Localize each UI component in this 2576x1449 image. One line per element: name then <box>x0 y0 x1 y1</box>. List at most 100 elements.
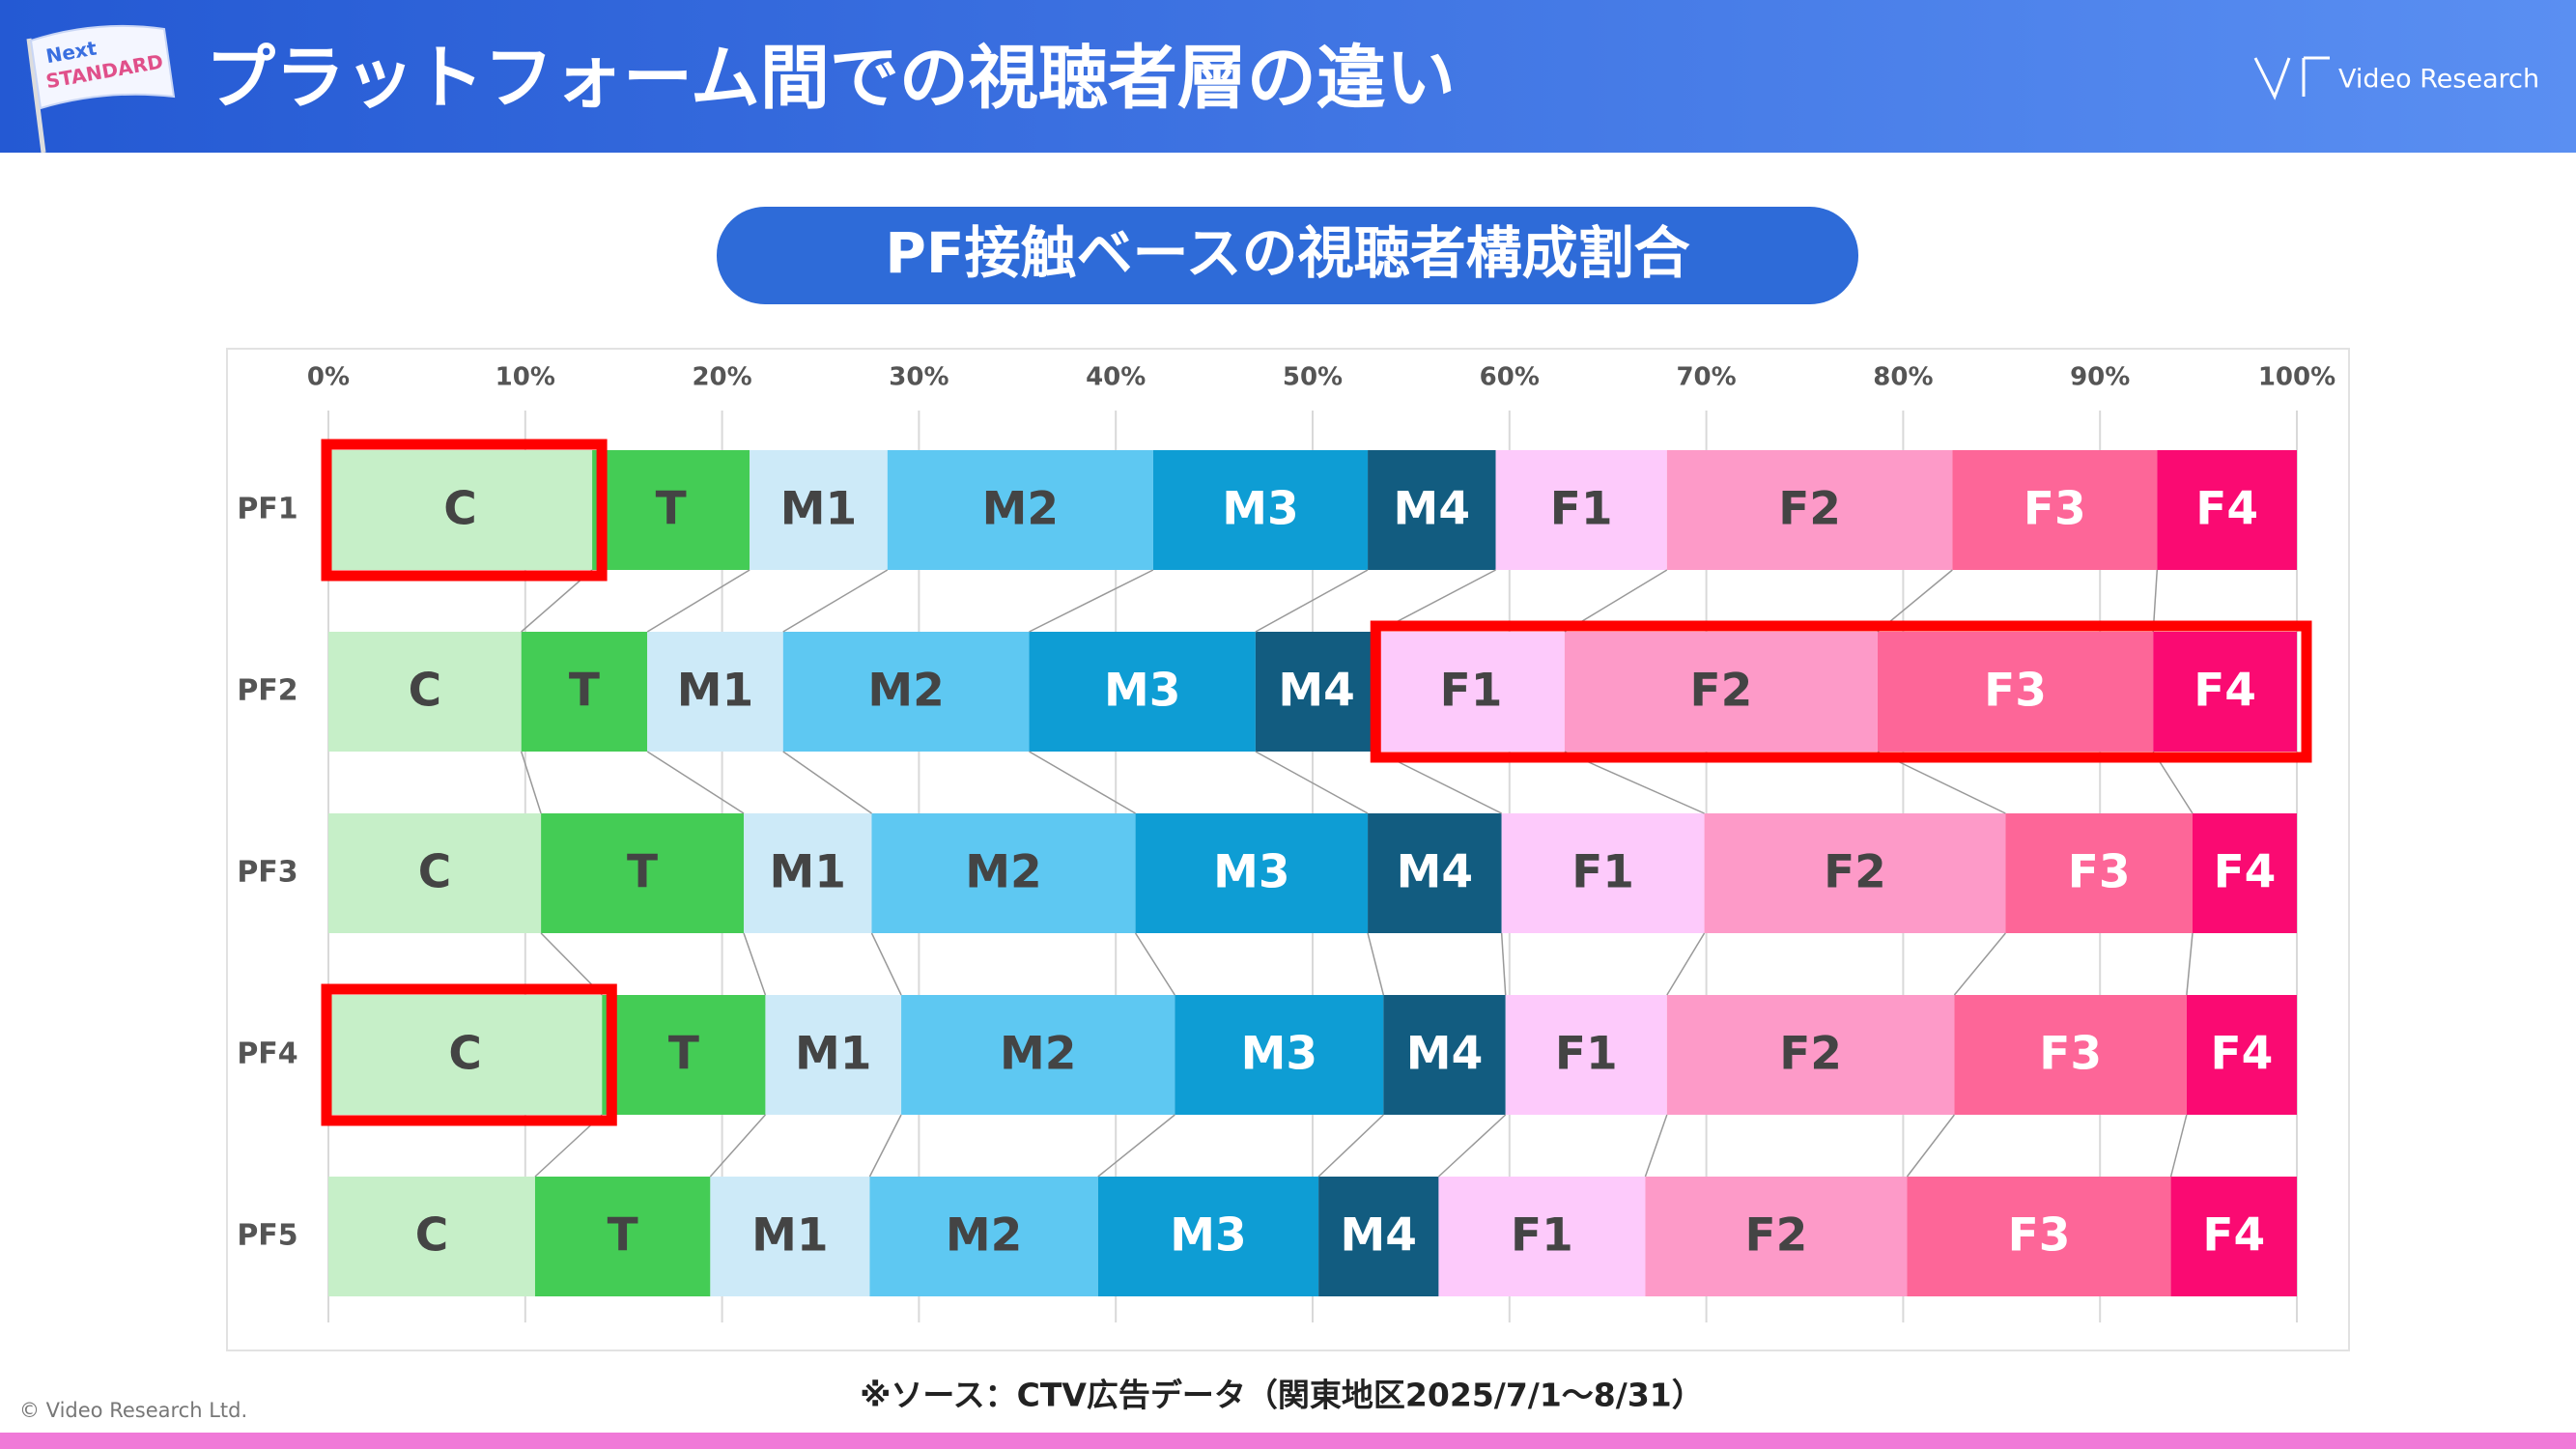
segment-label: F1 <box>1550 483 1613 536</box>
bar-segment <box>1097 1177 1319 1296</box>
bar-segment <box>1907 1177 2171 1296</box>
x-tick-label: 70% <box>1676 363 1736 392</box>
bar-segment <box>328 813 542 933</box>
bar-segment <box>1704 813 2006 933</box>
bar-segment <box>1666 450 1953 570</box>
connector-line <box>1317 1114 1384 1178</box>
bar-segment <box>1383 995 1506 1115</box>
connector-line <box>2169 1114 2188 1178</box>
bar-segment <box>647 632 783 752</box>
footer-bar <box>0 1433 2576 1449</box>
category-label: PF4 <box>237 1037 297 1071</box>
segment-label: C <box>418 846 452 899</box>
bar-segment <box>328 1177 535 1296</box>
connector-line <box>1134 932 1175 996</box>
segment-label: T <box>569 665 600 718</box>
logo-text: Video Research <box>2338 65 2539 95</box>
connector-line <box>782 569 889 633</box>
bar-segment <box>1954 995 2187 1115</box>
bar-segment <box>328 632 522 752</box>
bar-segment <box>534 1177 711 1296</box>
bar-segment <box>592 450 750 570</box>
segment-label: C <box>448 1028 482 1081</box>
bar-segment <box>744 813 872 933</box>
connector-line <box>870 932 902 996</box>
segment-label: M4 <box>1397 846 1473 899</box>
chart-title: PF接触ベースの視聴者構成割合 <box>885 220 1689 286</box>
segment-label: F3 <box>2008 1209 2071 1263</box>
bar-segment <box>2170 1177 2297 1296</box>
segment-label: F4 <box>2211 1028 2274 1081</box>
segment-label: F4 <box>2202 1209 2265 1263</box>
segment-label: M3 <box>1222 483 1298 536</box>
segment-label: F4 <box>2194 665 2256 718</box>
x-tick-label: 0% <box>307 363 350 392</box>
segment-label: M4 <box>1406 1028 1483 1081</box>
bar-segment <box>1135 813 1369 933</box>
bar-segment <box>2157 450 2297 570</box>
segment-label: F3 <box>2039 1028 2102 1081</box>
segment-label: C <box>415 1209 449 1263</box>
x-tick-label: 10% <box>495 363 555 392</box>
segment-label: F1 <box>1555 1028 1618 1081</box>
flag-logo: Next STANDARD <box>26 24 176 154</box>
bar-segment <box>1495 450 1667 570</box>
segment-label: F2 <box>1745 1209 1808 1263</box>
bar-segment <box>1368 813 1502 933</box>
segment-label: F3 <box>1984 665 2047 718</box>
bar-segment <box>1645 1177 1908 1296</box>
connector-line <box>646 751 745 814</box>
segment-label: M2 <box>1000 1028 1076 1081</box>
page-title: プラットフォーム間での視聴者層の違い <box>206 38 1456 119</box>
chart-title-pill <box>717 207 1858 304</box>
category-label: PF1 <box>237 493 297 526</box>
bar-segment <box>2192 813 2297 933</box>
segment-label: F2 <box>1779 1028 1842 1081</box>
segment-label: M4 <box>1341 1209 1417 1263</box>
bar-segment <box>1564 632 1878 752</box>
segment-label: M4 <box>1394 483 1470 536</box>
connector-line <box>1255 569 1369 633</box>
bar-segment <box>782 632 1030 752</box>
segment-label: F3 <box>2068 846 2131 899</box>
bar-segment <box>2005 813 2193 933</box>
segment-label: M2 <box>946 1209 1022 1263</box>
segment-label: C <box>443 483 477 536</box>
bar-segment <box>1318 1177 1439 1296</box>
segment-label: T <box>656 483 687 536</box>
bar-segment <box>2186 995 2297 1115</box>
segment-label: C <box>409 665 442 718</box>
segment-label: M1 <box>770 846 846 899</box>
connector-line <box>1500 932 1507 996</box>
segment-label: T <box>627 846 658 899</box>
x-tick-label: 100% <box>2258 363 2335 392</box>
connector-line <box>1666 932 1706 996</box>
bar-segment <box>1175 995 1384 1115</box>
connector-line <box>868 1114 902 1178</box>
bar-segment <box>1438 1177 1646 1296</box>
bar-segment <box>887 450 1153 570</box>
connector-line <box>1367 932 1385 996</box>
bar-segment <box>541 813 745 933</box>
connector-line <box>743 932 767 996</box>
bar-segment <box>871 813 1136 933</box>
connector-line <box>1437 1114 1507 1178</box>
bar-segment <box>2153 632 2297 752</box>
company-logo: Video Research <box>2253 56 2539 100</box>
segment-label: T <box>608 1209 638 1263</box>
bar-segment <box>328 450 593 570</box>
source-note: ※ソース：CTV広告データ（関東地区2025/7/1～8/31） <box>860 1377 1704 1414</box>
segment-label: F1 <box>1511 1209 1573 1263</box>
connector-line <box>1953 932 2006 996</box>
bar-segment <box>1255 632 1378 752</box>
segment-label: F2 <box>1778 483 1841 536</box>
highlight-box <box>321 983 617 1126</box>
bar-segment <box>1029 632 1256 752</box>
segment-label: M1 <box>677 665 753 718</box>
segment-label: F1 <box>1571 846 1634 899</box>
bar-segment <box>869 1177 1098 1296</box>
bar-segment <box>1952 450 2158 570</box>
bar-segment <box>1877 632 2154 752</box>
